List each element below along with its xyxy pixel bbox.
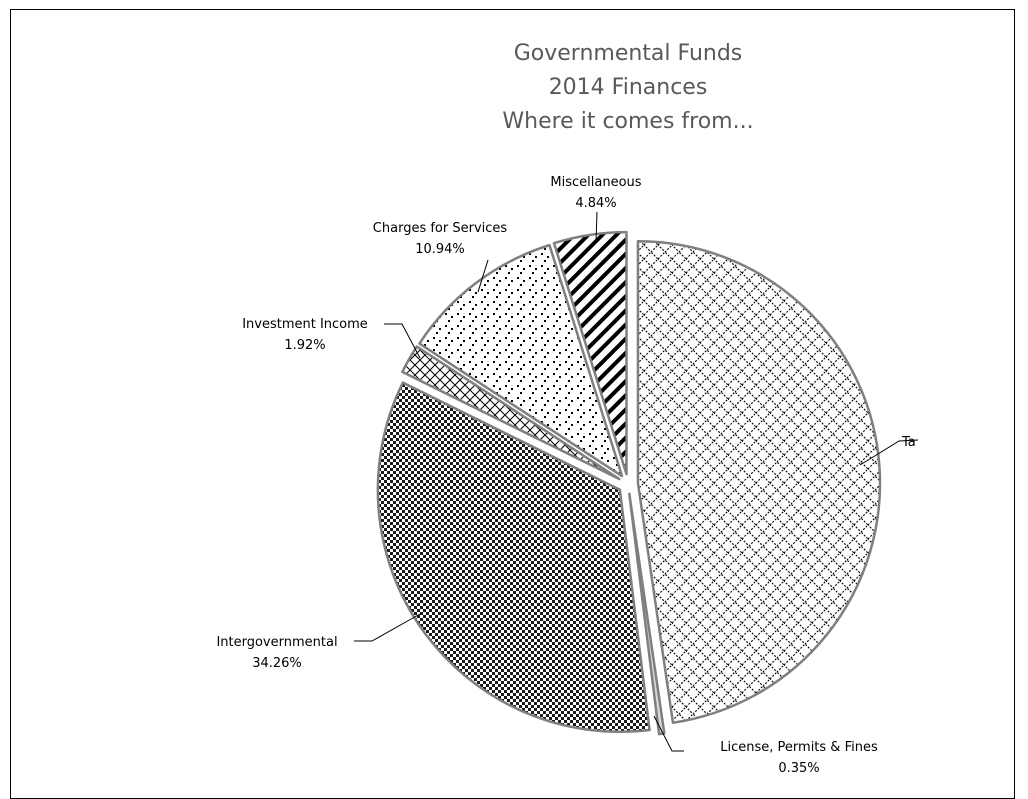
pie-slices (376, 230, 882, 736)
chart-title: Governmental Funds 2014 Finances Where i… (502, 41, 753, 134)
chart-title-line-3: Where it comes from... (502, 109, 753, 134)
leader-line-investment-income (384, 323, 421, 359)
slice-value-miscellaneous: 4.84% (575, 196, 616, 211)
slice-label-taxes: Ta (901, 435, 916, 450)
leader-line-miscellaneous (595, 211, 598, 243)
leader-line-license-permits-fines (653, 715, 684, 752)
chart-title-line-2: 2014 Finances (549, 75, 708, 100)
leader-line-intergovernmental (354, 613, 421, 642)
chart-title-line-1: Governmental Funds (514, 41, 743, 66)
slice-label-charges-for-services: Charges for Services (373, 221, 508, 236)
pie-slice-license-permits-fines (628, 492, 666, 736)
pie-slice-investment-income (401, 345, 621, 481)
slice-value-charges-for-services: 10.94% (415, 242, 465, 257)
slice-value-investment-income: 1.92% (284, 338, 325, 353)
pie-slice-taxes (636, 240, 882, 724)
data-labels: Ta License, Permits & Fines 0.35% Intergove… (216, 175, 915, 776)
slice-label-miscellaneous: Miscellaneous (550, 175, 641, 190)
slice-value-license-permits-fines: 0.35% (778, 761, 819, 776)
pie-slice-charges-for-services (418, 243, 624, 478)
leader-lines (354, 211, 919, 752)
slice-label-license-permits-fines: License, Permits & Fines (720, 740, 878, 755)
pie-slice-intergovernmental (376, 381, 651, 734)
leader-line-charges-for-services (477, 259, 489, 293)
slice-value-intergovernmental: 34.26% (252, 656, 302, 671)
pie-slice-miscellaneous (552, 230, 628, 476)
slice-label-investment-income: Investment Income (242, 317, 368, 332)
leader-line-taxes (859, 439, 919, 466)
slice-label-intergovernmental: Intergovernmental (216, 635, 337, 650)
